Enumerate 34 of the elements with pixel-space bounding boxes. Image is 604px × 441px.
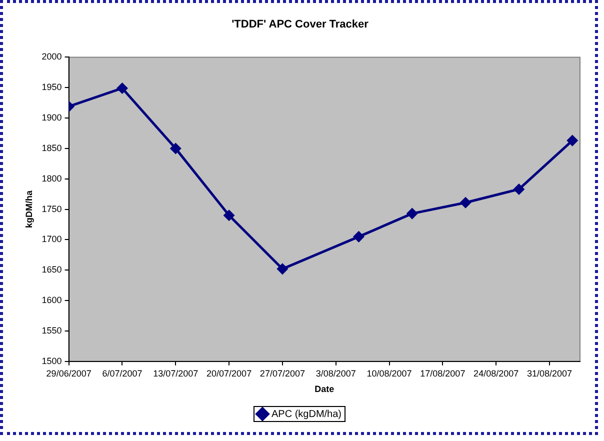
- point: [514, 184, 524, 194]
- y-tick-label: 1550: [42, 325, 62, 336]
- y-tick-label: 1850: [42, 142, 62, 153]
- legend-label: APC (kgDM/ha): [271, 408, 342, 420]
- y-tick-label: 1950: [42, 82, 62, 92]
- y-tick-label: 1600: [42, 295, 62, 306]
- x-tick-label: 10/08/2007: [366, 368, 412, 378]
- y-axis-title: kgDM/ha: [24, 190, 34, 228]
- x-tick-label: 29/06/2007: [46, 368, 92, 378]
- point: [224, 210, 234, 221]
- x-axis-title: Date: [314, 384, 334, 394]
- x-tick-label: 31/08/2007: [526, 368, 572, 378]
- point: [406, 208, 418, 219]
- point: [567, 135, 578, 146]
- point: [116, 82, 128, 94]
- y-tick-label: 1900: [42, 112, 62, 123]
- x-tick-label: 13/07/2007: [153, 368, 198, 378]
- point: [277, 264, 288, 274]
- y-tick-label: 2000: [42, 52, 62, 62]
- x-tick-label: 20/07/2007: [206, 368, 252, 378]
- x-tick-label: 24/08/2007: [474, 368, 519, 378]
- point: [353, 231, 364, 242]
- point: [170, 143, 181, 154]
- y-tick-label: 1700: [42, 234, 62, 244]
- x-tick-label: 6/07/2007: [102, 368, 142, 378]
- chart-title: 'TDDF' APC Cover Tracker: [232, 18, 370, 31]
- x-tick-label: 3/08/2007: [316, 368, 356, 378]
- y-tick-label: 1750: [42, 204, 62, 214]
- x-tick-label: 17/08/2007: [420, 368, 466, 378]
- x-tick-label: 27/07/2007: [260, 368, 305, 378]
- y-tick-label: 1650: [42, 264, 62, 275]
- point: [460, 197, 471, 208]
- y-tick-label: 1500: [42, 356, 62, 366]
- y-tick-label: 1800: [42, 173, 62, 184]
